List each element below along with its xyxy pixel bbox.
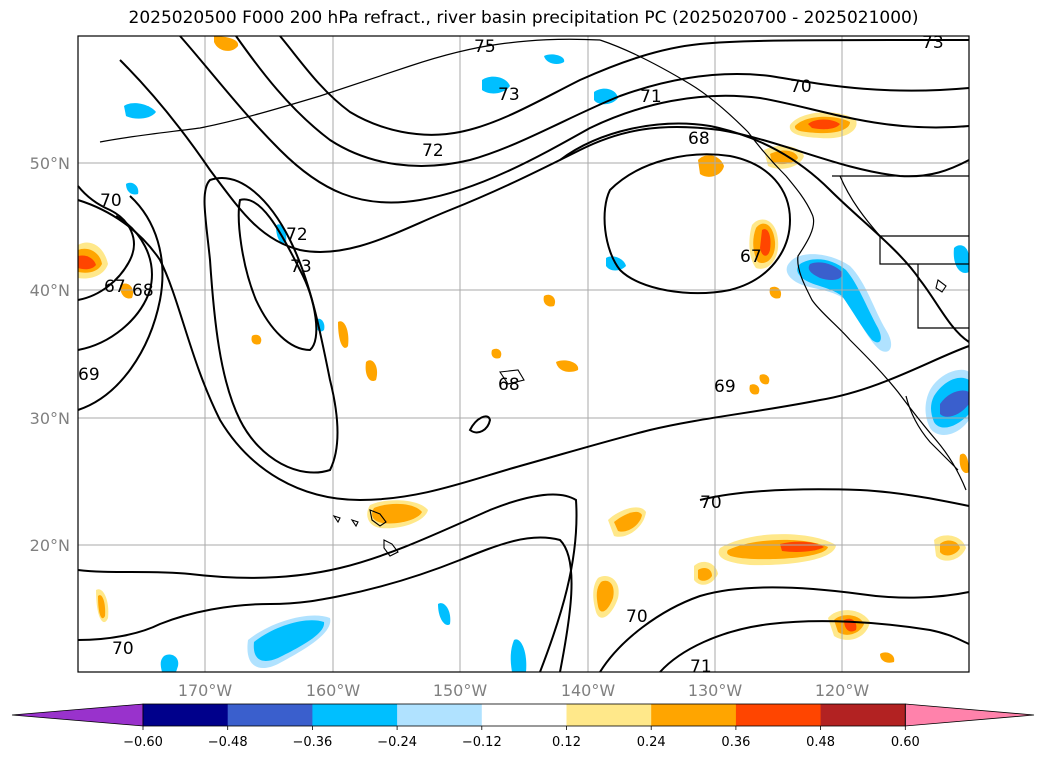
map-panel: 75 73 72 71 70 68 67 73 72 70 67 68 69 6…: [77, 33, 970, 677]
contour-label: 72: [422, 141, 444, 161]
contour-label: 67: [740, 247, 762, 267]
contour-label: 73: [290, 257, 312, 277]
contour-label: 72: [286, 225, 308, 245]
contour-label: 68: [132, 281, 154, 301]
colorbar-segment: [397, 704, 483, 726]
longitude-labels: 170°W 160°W 150°W 140°W 130°W 120°W: [178, 681, 870, 700]
lat-label-20n: 20°N: [30, 536, 70, 555]
contour-label: 69: [714, 377, 736, 397]
contour-label: 70: [790, 77, 812, 97]
colorbar-extend-high: [904, 703, 1035, 727]
colorbar-segment: [735, 704, 822, 726]
contour-label: 70: [700, 493, 722, 513]
colorbar-tick-label: −0.24: [377, 735, 417, 750]
lon-label-130w: 130°W: [688, 681, 743, 700]
contour-label: 73: [922, 33, 944, 53]
contour-label: 70: [626, 607, 648, 627]
colorbar-segment: [566, 704, 652, 726]
refractivity-contours: [77, 35, 970, 673]
contour-label: 73: [498, 85, 520, 105]
contour-label: 70: [112, 639, 134, 659]
lat-label-50n: 50°N: [30, 154, 70, 173]
contour-label: 71: [640, 87, 662, 107]
colorbar-tick-label: 0.60: [891, 735, 920, 750]
colorbar-extend-low: [11, 703, 144, 727]
colorbar-outline: [142, 703, 906, 727]
map-frame: [77, 35, 970, 673]
lon-label-140w: 140°W: [561, 681, 616, 700]
colorbar-segment: [820, 704, 906, 726]
contour-label: 67: [104, 277, 126, 297]
precip-shading: [78, 36, 969, 672]
contour-label: 71: [690, 657, 712, 677]
lon-label-160w: 160°W: [306, 681, 361, 700]
colorbar-segment: [651, 704, 737, 726]
lon-label-150w: 150°W: [433, 681, 488, 700]
colorbar-segment: [143, 704, 229, 726]
colorbar-tick-label: −0.12: [462, 735, 502, 750]
contour-label: 68: [498, 375, 520, 395]
plot-title: 2025020500 F000 200 hPa refract., river …: [128, 8, 919, 28]
colorbar-tick-label: −0.48: [208, 735, 248, 750]
colorbar: −0.60 −0.48 −0.36 −0.24 −0.12 0.12 0.24 0.36 0.4…: [11, 703, 1035, 750]
colorbar-segment: [227, 704, 313, 726]
lon-label-170w: 170°W: [178, 681, 233, 700]
lat-label-40n: 40°N: [30, 281, 70, 300]
latitude-labels: 50°N 40°N 30°N 20°N: [30, 154, 70, 555]
colorbar-tick-label: 0.48: [806, 735, 835, 750]
contour-label: 75: [474, 37, 496, 57]
colorbar-tick-label: 0.24: [637, 735, 666, 750]
contour-label: 68: [688, 129, 710, 149]
colorbar-tick-label: 0.12: [552, 735, 581, 750]
islands: [332, 279, 947, 557]
colorbar-segment: [481, 704, 567, 726]
colorbar-tick-label: −0.36: [292, 735, 332, 750]
colorbar-tick-label: −0.60: [123, 735, 163, 750]
contour-label: 69: [78, 365, 100, 385]
lat-label-30n: 30°N: [30, 409, 70, 428]
contour-label: 70: [100, 191, 122, 211]
colorbar-segment: [312, 704, 398, 726]
colorbar-tick-label: 0.36: [721, 735, 750, 750]
lon-label-120w: 120°W: [815, 681, 870, 700]
